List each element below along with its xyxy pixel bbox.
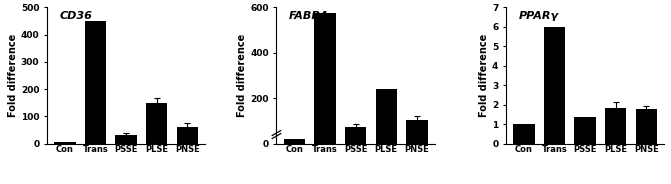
Bar xyxy=(146,103,168,144)
Bar xyxy=(544,27,565,144)
Bar xyxy=(635,109,657,144)
Bar xyxy=(115,135,137,144)
Bar xyxy=(85,21,106,144)
Bar xyxy=(605,107,627,144)
Y-axis label: Fold difference: Fold difference xyxy=(479,34,489,117)
Text: CD36: CD36 xyxy=(60,11,93,22)
Bar xyxy=(513,124,535,144)
Bar xyxy=(376,89,397,144)
Y-axis label: Fold difference: Fold difference xyxy=(8,34,18,117)
Y-axis label: Fold difference: Fold difference xyxy=(238,34,248,117)
Bar xyxy=(574,117,596,144)
Bar xyxy=(406,120,427,144)
Bar xyxy=(314,13,336,144)
Bar xyxy=(54,142,76,144)
Bar xyxy=(176,127,198,144)
Bar xyxy=(345,127,366,144)
Text: FABP4: FABP4 xyxy=(289,11,328,22)
Text: PPARγ: PPARγ xyxy=(519,11,559,22)
Bar xyxy=(284,139,305,144)
